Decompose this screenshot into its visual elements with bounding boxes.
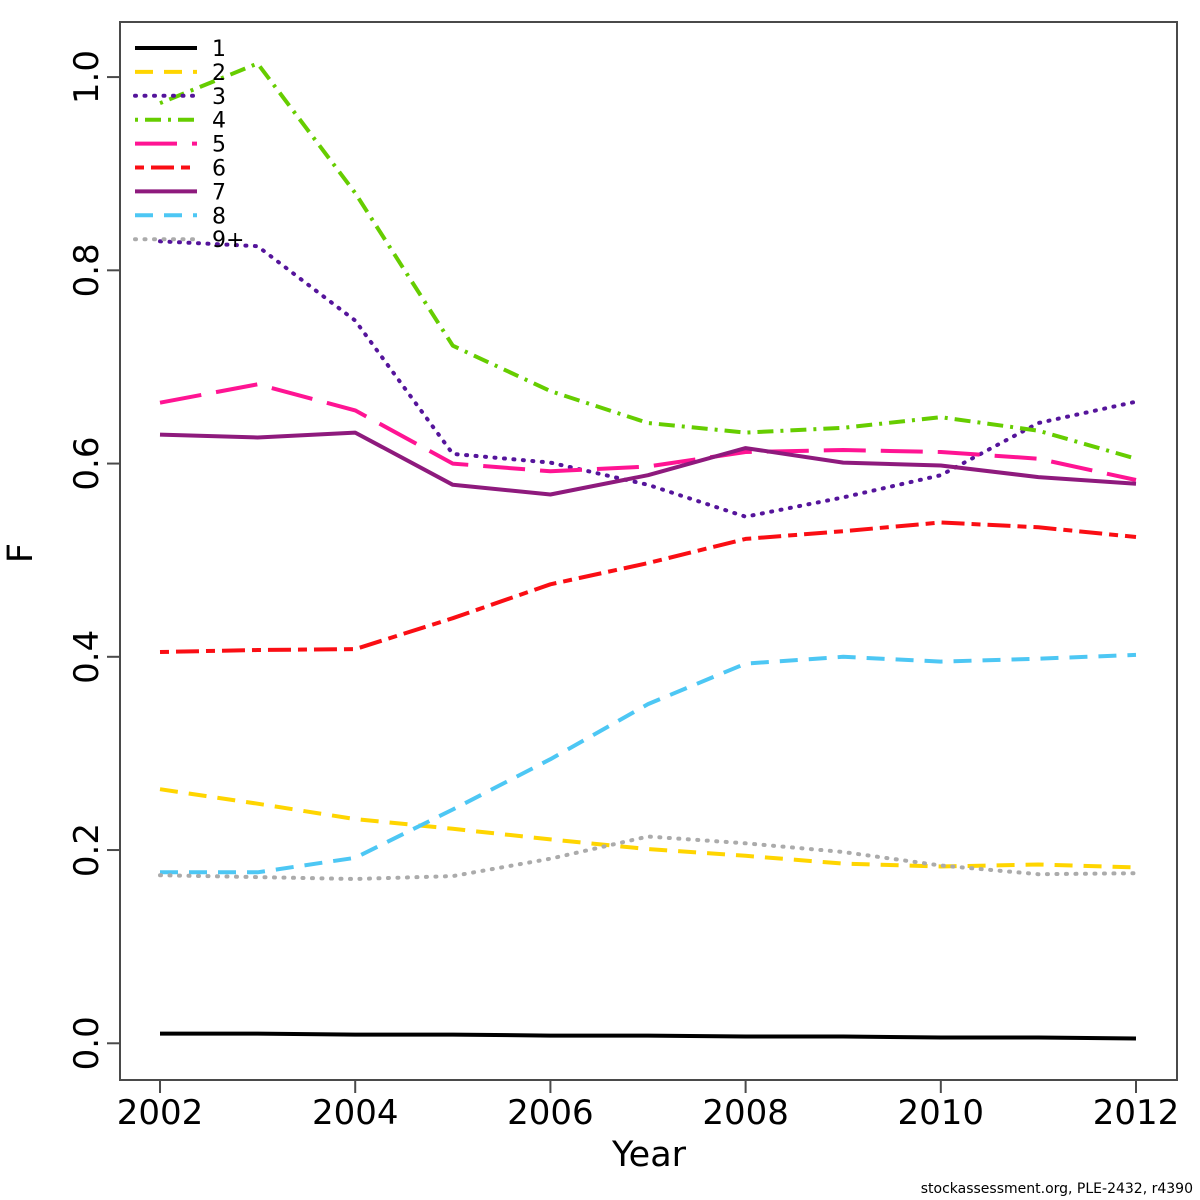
series-lines: [158, 61, 1138, 1041]
legend-label-4: 4: [212, 109, 226, 134]
legend-label-6: 6: [212, 157, 226, 182]
series-line-1: [160, 1031, 1137, 1041]
plot-border: [119, 21, 1178, 1081]
series-line-8: [160, 652, 1137, 875]
series-line-5: [159, 382, 1137, 482]
series-line-6: [159, 520, 1137, 654]
watermark-text: stockassessment.org, PLE-2432, r4390: [921, 1181, 1193, 1197]
series-line-7: [159, 430, 1137, 497]
x-axis: 2002 2004 2006 2008 2010 2012: [117, 1080, 1180, 1133]
x-axis-title: Year: [611, 1135, 687, 1175]
legend-label-7: 7: [212, 180, 226, 205]
series-line-4: [159, 61, 1137, 461]
series-line-2: [159, 787, 1137, 870]
legend-label-3: 3: [212, 85, 226, 110]
y-axis-title: F: [1, 543, 41, 563]
legend-label-8: 8: [212, 204, 226, 229]
y-tick-label: 0.8: [67, 243, 107, 297]
x-tick-label: 2002: [117, 1093, 204, 1133]
x-tick-label: 2010: [898, 1093, 985, 1133]
x-tick-label: 2004: [312, 1093, 399, 1133]
y-tick-label: 0.2: [67, 823, 107, 877]
y-tick-label: 1.0: [67, 50, 107, 104]
legend-label-9+: 9+: [212, 228, 244, 253]
x-tick-label: 2012: [1093, 1093, 1180, 1133]
x-tick-label: 2008: [702, 1093, 789, 1133]
y-tick-label: 0.6: [67, 437, 107, 491]
y-tick-label: 0.4: [67, 630, 107, 684]
y-axis: 0.0 0.2 0.4 0.6 0.8 1.0: [67, 50, 120, 1070]
legend-label-5: 5: [212, 133, 226, 158]
legend-label-1: 1: [212, 37, 226, 62]
series-line-3: [158, 239, 1138, 519]
x-tick-label: 2006: [507, 1093, 594, 1133]
y-tick-label: 0.0: [67, 1016, 107, 1070]
legend-label-2: 2: [212, 61, 226, 86]
plot-box: [119, 21, 1178, 1081]
series-line-9+: [158, 834, 1138, 881]
